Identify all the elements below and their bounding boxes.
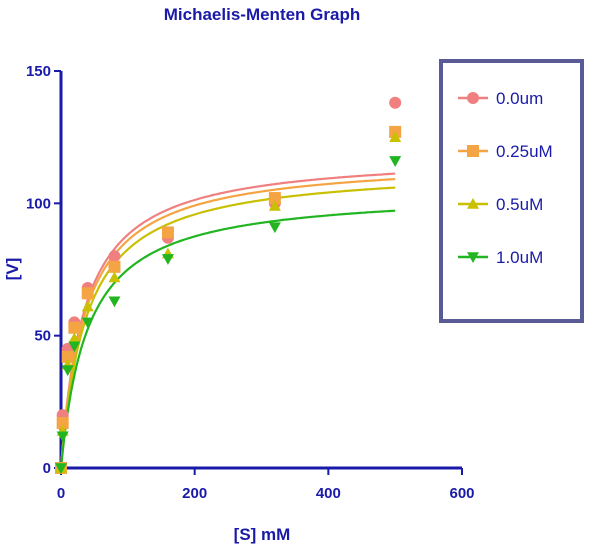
y-tick-label: 150 [26,63,51,80]
x-tick-label: 600 [449,485,474,502]
data-point-series-2 [81,287,94,300]
y-tick-label: 50 [34,328,51,345]
x-tick-label: 0 [57,485,65,502]
legend-label-series-1: 0.0um [496,89,543,108]
x-ticks: 0 200 400 600 [57,468,475,502]
fit-curve-series-3 [59,186,396,469]
data-point-series-4 [61,365,74,377]
data-point-series-4 [108,296,121,308]
data-point-series-4 [161,254,174,265]
y-axis-label: [V] [3,258,22,281]
x-tick-label: 400 [316,485,341,502]
data-point-series-3 [68,332,81,344]
data-point-series-2 [108,260,121,273]
data-point-series-3 [389,131,402,142]
legend-label-series-2: 0.25uM [496,142,553,161]
x-tick-label: 200 [182,485,207,502]
y-tick-label: 100 [26,195,51,212]
axes: 0 200 400 600 0 50 100 150 [26,63,475,502]
data-point-series-4 [55,463,67,474]
data-point-series-4 [81,317,94,329]
data-point-series-3 [108,271,121,283]
data-point-series-4 [268,222,281,234]
legend-label-series-3: 0.5uM [496,195,543,214]
legend-marker-series-2 [467,145,479,157]
data-point-series-2 [161,226,174,239]
legend-marker-series-4 [467,252,479,263]
y-ticks: 0 50 100 150 [26,63,61,477]
legend: 0.0um 0.25uM 0.5uM 1.0uM [439,59,584,323]
fit-curve-series-4 [59,209,396,469]
data-point-series-1 [108,250,121,263]
data-point-series-2 [56,417,69,430]
fit-curve-series-2 [59,178,396,469]
data-point-series-4 [68,341,81,353]
data-point-series-4 [389,156,402,167]
y-tick-label: 0 [43,460,51,477]
chart-title: Michaelis-Menten Graph [164,5,360,24]
fit-curves [59,172,396,469]
markers [55,96,402,474]
data-point-series-3 [81,300,94,312]
data-point-series-2 [61,350,74,363]
legend-box [439,59,584,323]
x-axis-label: [S] mM [234,525,291,544]
legend-label-series-4: 1.0uM [496,248,543,267]
fit-curve-series-1 [59,172,396,469]
data-point-series-4 [56,431,69,443]
legend-marker-series-3 [467,198,479,209]
data-point-series-2 [268,192,281,205]
data-point-series-1 [389,96,402,109]
data-point-series-2 [68,321,81,334]
legend-marker-series-1 [467,92,479,104]
data-point-series-3 [268,199,281,211]
